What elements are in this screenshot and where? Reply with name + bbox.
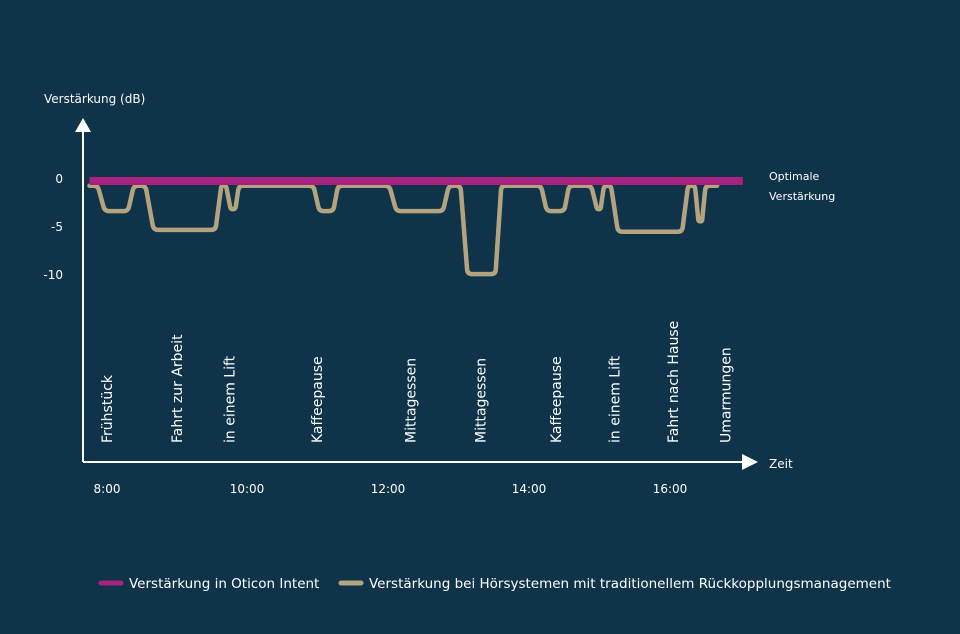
x-tick-label: 12:00 — [371, 482, 406, 496]
series-lines — [87, 177, 743, 277]
event-label: Fahrt zur Arbeit — [170, 334, 186, 443]
event-label: Kaffeepause — [549, 356, 565, 443]
legend-label-intent: Verstärkung in Oticon Intent — [129, 576, 319, 592]
y-axis-arrow-icon — [75, 118, 91, 132]
event-label: Frühstück — [100, 374, 116, 443]
event-label: Umarmungen — [718, 347, 734, 443]
event-label: in einem Lift — [223, 355, 239, 443]
legend-label-traditional: Verstärkung bei Hörsystemen mit traditio… — [369, 576, 891, 592]
x-axis-label: Zeit — [769, 457, 793, 471]
event-label: Mittagessen — [403, 358, 419, 443]
y-axis-label: Verstärkung (dB) — [44, 92, 145, 106]
x-axis-arrow-icon — [742, 454, 758, 470]
chart-axes — [75, 118, 758, 470]
event-label: Mittagessen — [473, 358, 489, 443]
event-label: in einem Lift — [608, 355, 624, 443]
x-tick-label: 8:00 — [94, 482, 121, 496]
y-tick-label: 0 — [55, 172, 63, 186]
x-tick-label: 14:00 — [512, 482, 547, 496]
event-labels: Frühstück Fahrt zur Arbeit in einem Lift Ka… — [100, 321, 734, 443]
event-label: Fahrt nach Hause — [666, 321, 682, 443]
y-tick-label: -10 — [43, 268, 63, 282]
x-tick-label: 16:00 — [653, 482, 688, 496]
y-tick-label: -5 — [51, 220, 63, 234]
event-label: Kaffeepause — [310, 356, 326, 443]
legend: Verstärkung in Oticon Intent Verstärkung… — [98, 576, 891, 592]
series-line-traditional — [87, 183, 720, 277]
x-tick-label: 10:00 — [230, 482, 265, 496]
optimal-gain-annotation-line2: Verstärkung — [769, 190, 835, 203]
optimal-gain-annotation-line1: Optimale — [769, 170, 820, 183]
